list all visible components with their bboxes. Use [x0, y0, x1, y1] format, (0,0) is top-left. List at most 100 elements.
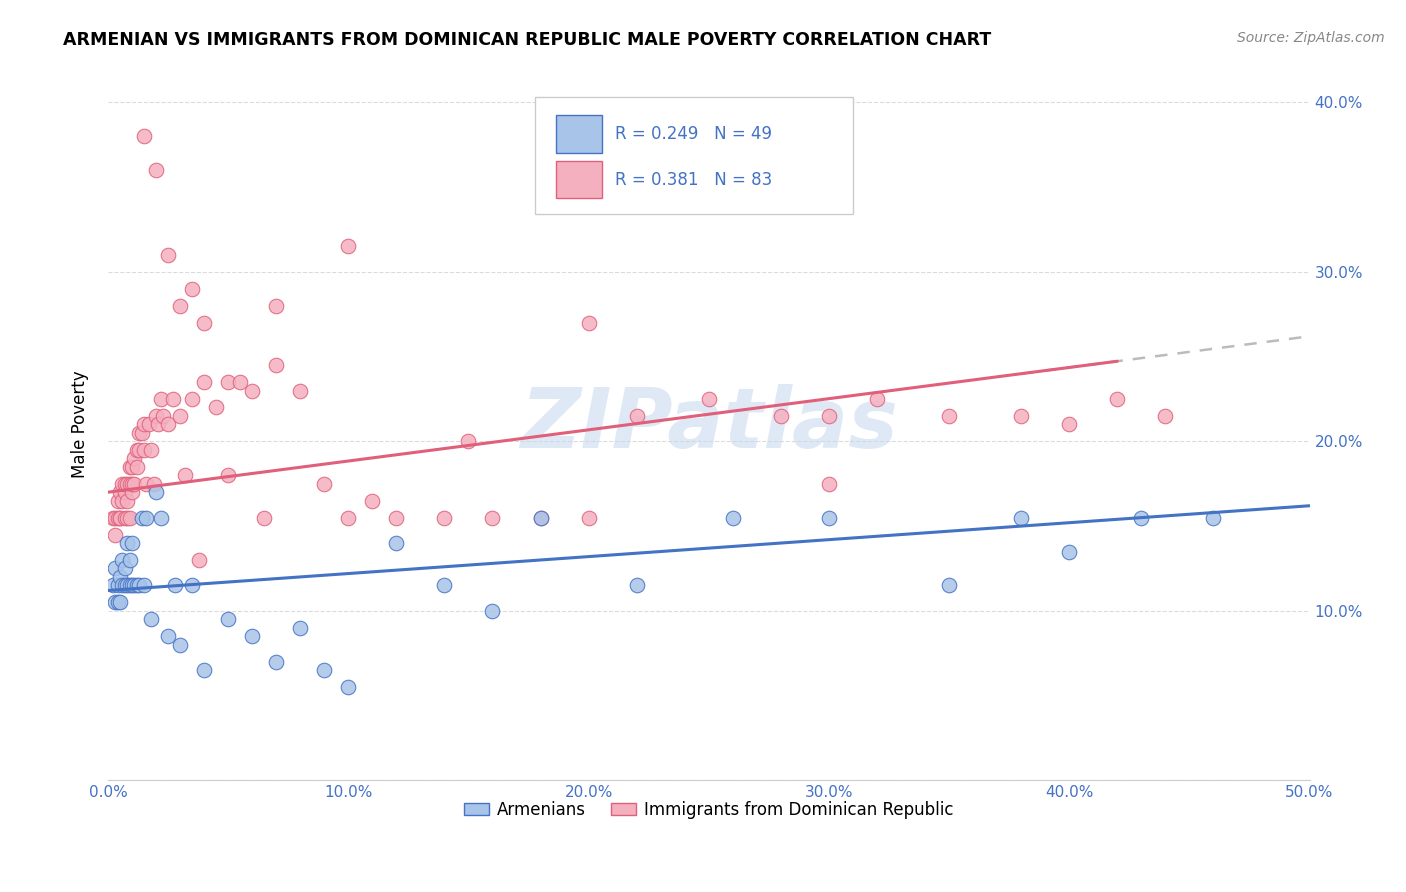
- Point: [152, 409, 174, 423]
- Point: [145, 485, 167, 500]
- Point: [114, 510, 136, 524]
- Point: [118, 510, 141, 524]
- Point: [125, 578, 148, 592]
- Point: [264, 358, 287, 372]
- Point: [128, 425, 150, 440]
- Point: [121, 578, 143, 592]
- Point: [124, 578, 146, 592]
- Legend: Armenians, Immigrants from Dominican Republic: Armenians, Immigrants from Dominican Rep…: [457, 794, 960, 825]
- Point: [253, 510, 276, 524]
- Point: [481, 510, 503, 524]
- Point: [697, 392, 720, 406]
- Point: [181, 282, 204, 296]
- Point: [108, 570, 131, 584]
- Point: [111, 476, 134, 491]
- Point: [721, 510, 744, 524]
- Point: [193, 316, 215, 330]
- Point: [104, 595, 127, 609]
- Text: ZIPatlas: ZIPatlas: [520, 384, 897, 465]
- Point: [128, 442, 150, 457]
- Point: [626, 578, 648, 592]
- Point: [118, 553, 141, 567]
- Point: [125, 459, 148, 474]
- Point: [162, 392, 184, 406]
- Point: [149, 392, 172, 406]
- Text: R = 0.381   N = 83: R = 0.381 N = 83: [614, 170, 772, 188]
- Point: [141, 442, 163, 457]
- Point: [193, 375, 215, 389]
- Point: [240, 384, 263, 398]
- Point: [114, 476, 136, 491]
- Point: [866, 392, 889, 406]
- Point: [111, 493, 134, 508]
- Point: [188, 553, 211, 567]
- Point: [1107, 392, 1129, 406]
- Point: [115, 493, 138, 508]
- Point: [938, 578, 960, 592]
- Point: [314, 476, 336, 491]
- Point: [107, 578, 129, 592]
- Point: [128, 578, 150, 592]
- Point: [111, 578, 134, 592]
- Point: [173, 468, 195, 483]
- Point: [240, 629, 263, 643]
- Point: [104, 561, 127, 575]
- Text: R = 0.249   N = 49: R = 0.249 N = 49: [614, 125, 772, 143]
- Point: [314, 663, 336, 677]
- Point: [114, 578, 136, 592]
- Point: [337, 510, 360, 524]
- Point: [125, 442, 148, 457]
- Point: [290, 384, 312, 398]
- Point: [121, 459, 143, 474]
- Point: [529, 510, 551, 524]
- Point: [264, 299, 287, 313]
- Point: [104, 527, 127, 541]
- Point: [135, 510, 157, 524]
- Point: [142, 476, 165, 491]
- Point: [145, 163, 167, 178]
- Point: [132, 417, 155, 432]
- Point: [1130, 510, 1153, 524]
- Point: [108, 510, 131, 524]
- Point: [578, 510, 600, 524]
- Point: [457, 434, 479, 449]
- Point: [149, 510, 172, 524]
- Point: [1057, 417, 1080, 432]
- Point: [193, 663, 215, 677]
- Point: [108, 510, 131, 524]
- Point: [108, 595, 131, 609]
- Point: [118, 578, 141, 592]
- Point: [229, 375, 252, 389]
- Point: [111, 553, 134, 567]
- Point: [818, 409, 841, 423]
- Point: [818, 510, 841, 524]
- Point: [132, 129, 155, 144]
- Y-axis label: Male Poverty: Male Poverty: [72, 370, 89, 478]
- Point: [107, 493, 129, 508]
- Point: [385, 536, 408, 550]
- Text: ARMENIAN VS IMMIGRANTS FROM DOMINICAN REPUBLIC MALE POVERTY CORRELATION CHART: ARMENIAN VS IMMIGRANTS FROM DOMINICAN RE…: [63, 31, 991, 49]
- Point: [135, 476, 157, 491]
- Point: [132, 442, 155, 457]
- Point: [433, 578, 456, 592]
- Point: [264, 655, 287, 669]
- Point: [337, 680, 360, 694]
- Point: [217, 468, 239, 483]
- Point: [157, 248, 180, 262]
- Point: [529, 510, 551, 524]
- Point: [433, 510, 456, 524]
- Point: [157, 417, 180, 432]
- Point: [169, 299, 191, 313]
- Point: [361, 493, 384, 508]
- Point: [132, 578, 155, 592]
- Point: [217, 612, 239, 626]
- Point: [165, 578, 187, 592]
- Point: [101, 510, 124, 524]
- Point: [157, 629, 180, 643]
- FancyBboxPatch shape: [557, 115, 602, 153]
- Point: [131, 510, 153, 524]
- Point: [107, 510, 129, 524]
- Point: [115, 578, 138, 592]
- Point: [121, 485, 143, 500]
- Point: [385, 510, 408, 524]
